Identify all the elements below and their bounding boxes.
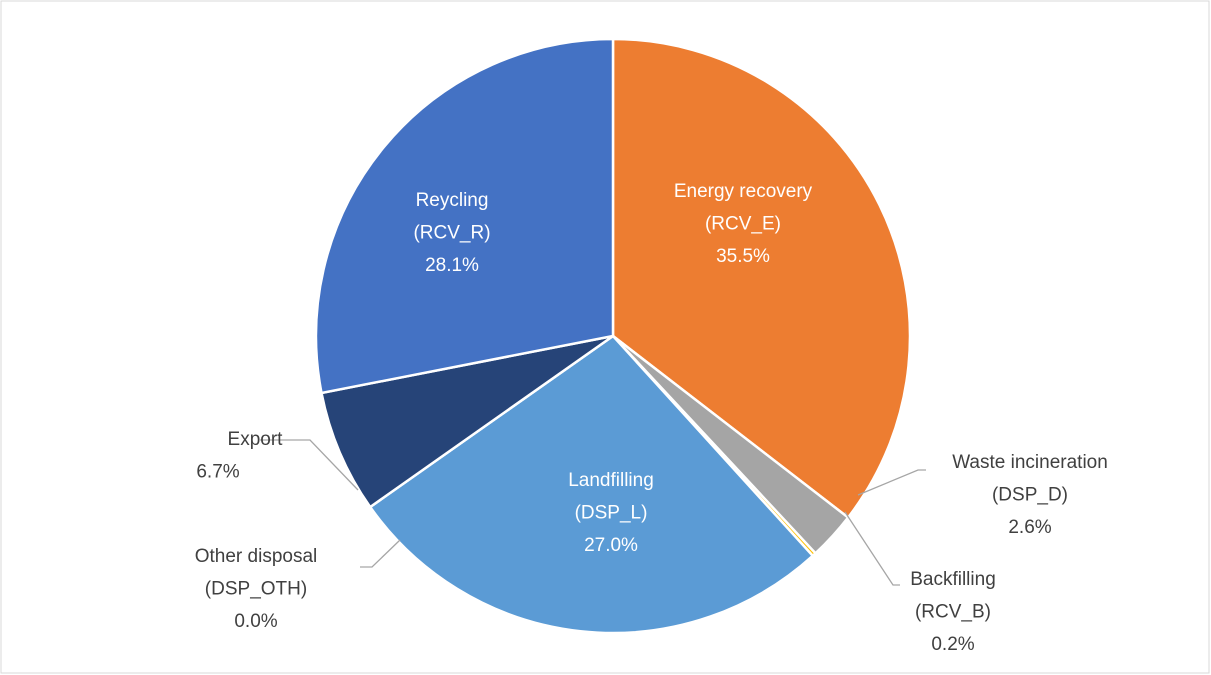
slice-label: (DSP_OTH) (205, 579, 307, 600)
slice-label: Landfilling (568, 470, 654, 491)
slice-value-label: 28.1% (425, 255, 479, 276)
slice-label: Reycling (416, 190, 489, 211)
slice-label: Waste incineration (952, 452, 1108, 473)
leader-line (260, 439, 359, 491)
leader-line (360, 539, 401, 568)
slice-label: Export (228, 429, 284, 450)
slice-label: (RCV_E) (705, 214, 781, 235)
pie-slice (611, 37, 912, 520)
slice-label: Backfilling (910, 569, 996, 590)
leader-line (857, 469, 926, 496)
slice-label: (DSP_D) (992, 485, 1068, 506)
slice-value-label: 27.0% (584, 535, 638, 556)
slice-label: Other disposal (195, 546, 318, 567)
slice-value-label: 2.6% (1008, 517, 1051, 538)
slice-value-label: 6.7% (196, 462, 239, 483)
pie-slice (314, 37, 615, 395)
slice-value-label: 0.2% (931, 634, 974, 655)
pie-slice (368, 334, 815, 635)
slice-value-label: 0.0% (234, 611, 277, 632)
slice-value-label: 35.5% (716, 246, 770, 267)
slice-label: (RCV_B) (915, 602, 991, 623)
slice-label: (DSP_L) (575, 503, 648, 524)
slice-label: (RCV_R) (413, 223, 490, 244)
leader-line (844, 511, 900, 586)
slice-label: Energy recovery (674, 181, 813, 202)
